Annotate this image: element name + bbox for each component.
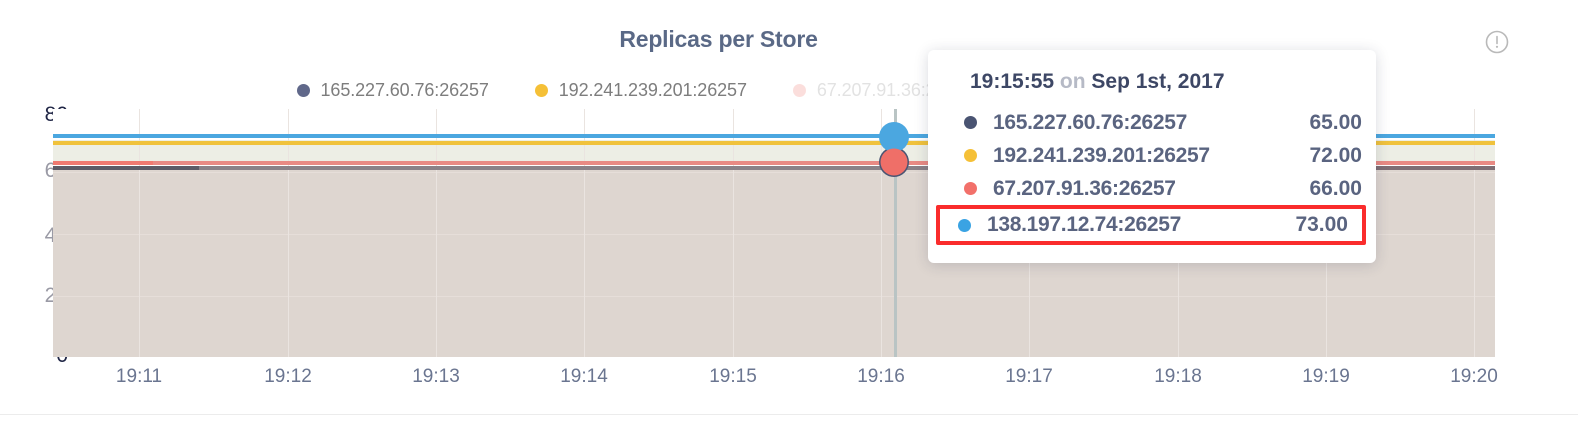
- tooltip-series-name: 138.197.12.74:26257: [987, 213, 1181, 236]
- gridline-vertical: [139, 109, 140, 357]
- tooltip-color-dot: [964, 149, 977, 162]
- gridline-vertical: [1474, 109, 1475, 357]
- x-axis-tick: 19:11: [115, 366, 163, 387]
- tooltip-color-dot: [964, 116, 977, 129]
- hover-crosshair-line: [894, 109, 897, 357]
- gridline-vertical: [584, 109, 585, 357]
- series-segment-165-227-60-76: [53, 166, 199, 170]
- gridline-vertical: [881, 109, 882, 357]
- legend-color-dot: [792, 84, 806, 97]
- tooltip-row: 192.241.239.201:26257 72.00: [928, 139, 1376, 172]
- x-axis-tick: 19:19: [1302, 366, 1350, 387]
- legend-color-dot: [296, 84, 310, 97]
- tooltip-series-name: 192.241.239.201:26257: [993, 143, 1210, 167]
- legend-color-dot: [534, 84, 548, 97]
- tooltip-series-value: 73.00: [1295, 213, 1348, 236]
- chart-tooltip: 19:15:55 on Sep 1st, 2017 165.227.60.76:…: [928, 50, 1376, 263]
- x-axis-tick: 19:13: [412, 366, 460, 387]
- legend-item[interactable]: 165.227.60.76:26257: [296, 80, 489, 101]
- gridline-horizontal: [53, 234, 1495, 235]
- tooltip-row: 67.207.91.36:26257 66.00: [928, 172, 1376, 205]
- series-line-165-227-60-76: [53, 166, 1495, 170]
- gridline-vertical: [733, 109, 734, 357]
- data-point-marker-138-197-12-74[interactable]: [879, 122, 909, 152]
- tooltip-row-highlighted: 138.197.12.74:26257 73.00: [936, 205, 1366, 245]
- page-title: Replicas per Store: [619, 26, 818, 52]
- series-line-138-197-12-74: [53, 134, 1495, 138]
- tooltip-series-value: 65.00: [1309, 110, 1362, 134]
- gridline-vertical: [288, 109, 289, 357]
- tooltip-time-value: 19:15:55: [970, 70, 1055, 93]
- legend-item-label: 165.227.60.76:26257: [320, 80, 489, 100]
- x-axis-tick: 19:16: [857, 366, 905, 387]
- gridline-horizontal: [53, 172, 1495, 173]
- gridline-horizontal: [53, 296, 1495, 297]
- x-axis-tick: 19:18: [1154, 366, 1202, 387]
- tooltip-series-value: 66.00: [1309, 176, 1362, 200]
- data-point-marker-67-207-91-36[interactable]: [880, 148, 908, 176]
- series-segment-67-207-91-36: [153, 161, 1495, 165]
- tooltip-series-value: 72.00: [1309, 143, 1362, 167]
- panel-divider: [0, 414, 1578, 415]
- legend-item[interactable]: 192.241.239.201:26257: [534, 80, 747, 101]
- tooltip-series-name: 67.207.91.36:26257: [993, 176, 1176, 200]
- exclamation-circle-icon[interactable]: [1484, 29, 1510, 55]
- gridline-vertical: [436, 109, 437, 357]
- series-line-192-241-239-201: [53, 141, 1495, 145]
- x-axis-tick: 19:14: [560, 366, 608, 387]
- tooltip-series-name: 165.227.60.76:26257: [993, 110, 1187, 134]
- tooltip-color-dot: [958, 218, 971, 232]
- x-axis-tick: 19:17: [1005, 366, 1053, 387]
- tooltip-date-value: Sep 1st, 2017: [1091, 70, 1225, 93]
- tooltip-row: 165.227.60.76:26257 65.00: [928, 106, 1376, 139]
- legend-item-label: 192.241.239.201:26257: [558, 80, 747, 100]
- x-axis-tick: 19:20: [1450, 366, 1498, 387]
- x-axis-tick: 19:15: [709, 366, 757, 387]
- series-segment-165-227-60-76: [1343, 166, 1495, 170]
- tooltip-color-dot: [964, 182, 977, 195]
- tooltip-timestamp: 19:15:55 on Sep 1st, 2017: [928, 70, 1376, 106]
- tooltip-on-word: on: [1059, 70, 1086, 93]
- x-axis-tick: 19:12: [264, 366, 312, 387]
